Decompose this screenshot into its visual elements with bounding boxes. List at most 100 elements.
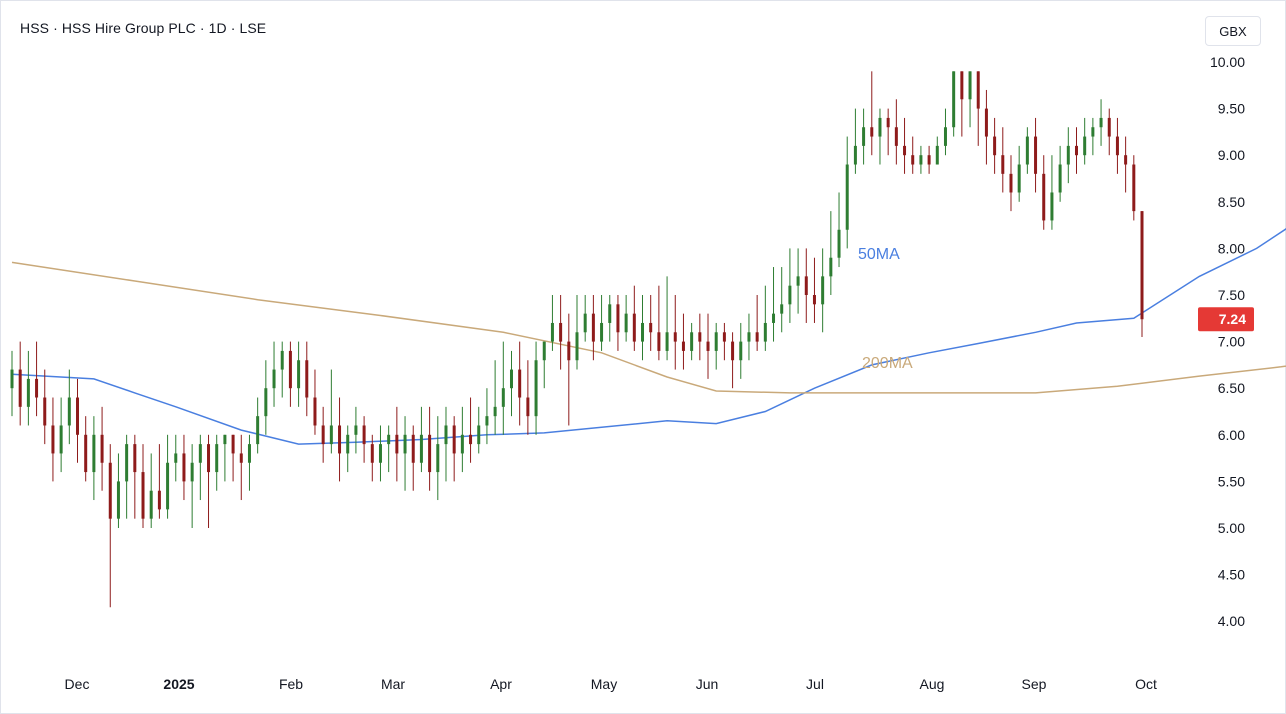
candle-body <box>477 425 481 445</box>
candle-body <box>84 434 88 473</box>
candle-body <box>1009 173 1013 193</box>
candle-body <box>600 322 604 342</box>
x-tick-label: Jun <box>696 676 719 692</box>
candle-body <box>698 332 702 342</box>
x-tick-label: Aug <box>920 676 945 692</box>
candle-body <box>43 397 47 426</box>
candle-body <box>198 444 202 463</box>
candle-body <box>780 304 784 314</box>
currency-button[interactable]: GBX <box>1205 16 1261 46</box>
x-tick-label: Apr <box>490 676 512 692</box>
candle-body <box>608 304 612 323</box>
candle-body <box>788 285 792 305</box>
candle-body <box>362 425 366 445</box>
candle-body <box>1124 155 1128 165</box>
candle-body <box>943 127 947 146</box>
candle-body <box>731 341 735 361</box>
y-tick-label: 9.50 <box>1218 101 1245 117</box>
candle-body <box>182 453 186 482</box>
candle-body <box>370 444 374 463</box>
candle-body <box>739 341 743 361</box>
candle-body <box>1091 127 1095 137</box>
candle-body <box>927 155 931 165</box>
candle-body <box>755 332 759 342</box>
y-tick-label: 8.50 <box>1218 194 1245 210</box>
candle-body <box>665 332 669 351</box>
candle-body <box>1058 164 1062 193</box>
candle-body <box>772 313 776 323</box>
candle-body <box>567 341 571 361</box>
candle-body <box>919 155 923 165</box>
candle-body <box>51 425 55 454</box>
candle-body <box>157 490 161 510</box>
last-price-label: 7.24 <box>1219 311 1246 327</box>
candle-body <box>903 145 907 156</box>
candle-body <box>493 406 497 417</box>
candle-body <box>460 434 464 454</box>
y-tick-label: 5.50 <box>1218 473 1245 489</box>
y-tick-label: 6.50 <box>1218 380 1245 396</box>
candle-body <box>657 332 661 351</box>
candle-body <box>550 322 554 342</box>
candle-body <box>518 369 522 398</box>
candle-body <box>305 360 309 398</box>
candle-body <box>509 369 513 389</box>
candle-body <box>960 71 964 100</box>
x-tick-label: Sep <box>1022 676 1047 692</box>
candle-body <box>100 434 104 463</box>
candle-body <box>469 434 473 445</box>
candle-body <box>804 276 808 295</box>
candle-body <box>313 397 317 426</box>
candle-body <box>853 145 857 165</box>
candle-body <box>870 127 874 137</box>
candle-body <box>215 444 219 473</box>
candle-body <box>1140 211 1144 320</box>
chart-title: HSS · HSS Hire Group PLC · 1D · LSE <box>20 20 267 36</box>
x-tick-label: Mar <box>381 676 405 692</box>
candle-body <box>419 434 423 463</box>
y-tick-label: 4.00 <box>1218 613 1245 629</box>
candle-body <box>1107 117 1111 137</box>
candle-body <box>714 332 718 351</box>
candle-body <box>935 145 939 165</box>
candle-body <box>116 481 120 519</box>
candle-body <box>591 313 595 342</box>
ma200-label: 200MA <box>862 355 913 372</box>
candle-body <box>174 453 178 463</box>
candle-body <box>190 462 194 482</box>
candle-body <box>632 313 636 342</box>
candle-body <box>706 341 710 351</box>
y-tick-label: 6.00 <box>1218 427 1245 443</box>
candle-body <box>526 397 530 417</box>
candle-body <box>575 332 579 361</box>
candle-body <box>1017 164 1021 193</box>
candle-body <box>247 444 251 463</box>
candle-body <box>35 378 39 398</box>
candle-body <box>681 341 685 351</box>
candle-body <box>288 350 292 389</box>
candle-body <box>984 108 988 137</box>
candle-body <box>1025 136 1029 165</box>
candle-body <box>796 276 800 286</box>
candle-body <box>812 295 816 305</box>
candle-body <box>141 472 145 519</box>
candle-body <box>968 71 972 100</box>
candle-body <box>338 425 342 454</box>
candle-body <box>862 127 866 146</box>
candle-body <box>976 71 980 109</box>
candle-body <box>673 332 677 342</box>
candle-body <box>231 434 235 454</box>
candle-body <box>894 127 898 146</box>
candle-body <box>829 257 833 277</box>
candle-body <box>1034 136 1038 174</box>
candle-body <box>436 444 440 473</box>
x-tick-label: Dec <box>65 676 90 692</box>
candle-body <box>297 360 301 389</box>
y-tick-label: 9.00 <box>1218 147 1245 163</box>
candle-body <box>624 313 628 333</box>
candle-body <box>821 276 825 305</box>
candle-body <box>542 341 546 361</box>
candle-body <box>641 322 645 342</box>
candle-body <box>26 378 30 407</box>
